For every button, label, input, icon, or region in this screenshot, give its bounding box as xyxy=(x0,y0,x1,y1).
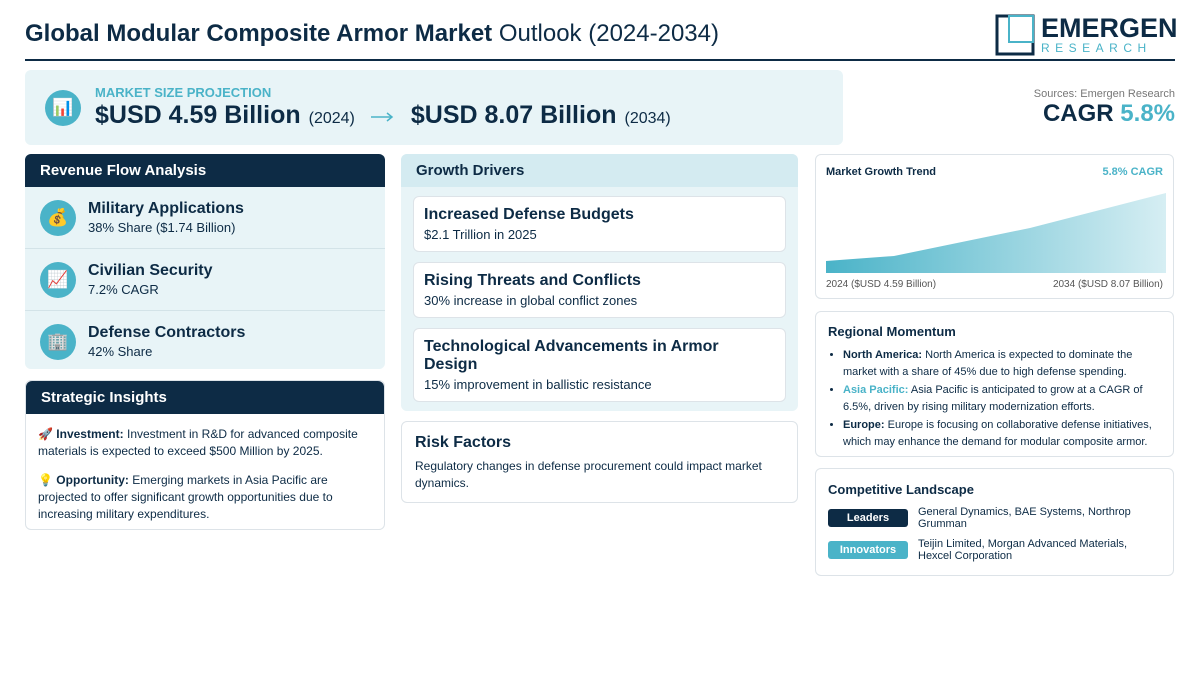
item-detail: 42% Share xyxy=(88,344,153,359)
trend: Market Growth Trend 5.8% CAGR 2024 ($USD… xyxy=(815,154,1174,299)
risk-factors: Risk Factors Regulatory changes in defen… xyxy=(401,421,798,503)
summary: Sources: Emergen Research CAGR 5.8% xyxy=(1034,88,1175,128)
trend-cagr: 5.8% CAGR xyxy=(1102,166,1163,178)
section-title: Risk Factors xyxy=(415,434,512,451)
arrow xyxy=(370,112,394,122)
regional-momentum: Regional Momentum North America: North A… xyxy=(815,311,1174,457)
region-item: Europe: Europe is focusing on collaborat… xyxy=(843,417,1161,451)
start-value: $USD 4.59 Billion xyxy=(95,101,301,129)
section-title: Revenue Flow Analysis xyxy=(25,154,385,187)
region-name: North America: xyxy=(843,349,923,361)
logo-bottom: RESEARCH xyxy=(1041,41,1152,55)
start-year: (2024) xyxy=(308,110,355,127)
region-item: Asia Pacific: Asia Pacific is anticipate… xyxy=(843,382,1161,416)
insight-label: Opportunity: xyxy=(56,473,129,487)
revenue-item: 🏢 Defense Contractors 42% Share xyxy=(25,311,385,372)
trend-area xyxy=(826,193,1166,273)
item-text: Civilian Security 7.2% CAGR xyxy=(88,262,213,297)
logo-top: EMERGEN xyxy=(1041,13,1178,43)
competitors: Teijin Limited, Morgan Advanced Material… xyxy=(918,538,1128,562)
section-title: Regional Momentum xyxy=(828,324,956,339)
region-name: Europe: xyxy=(843,419,885,431)
projection-values: $USD 4.59 Billion (2024) $USD 8.07 Billi… xyxy=(95,101,671,130)
driver-card: Rising Threats and Conflicts 30% increase… xyxy=(413,262,786,318)
cagr-label: CAGR xyxy=(1042,100,1114,127)
insight-text: Investment in R&D for advanced composite… xyxy=(38,427,358,458)
region-item: North America: North America is expected… xyxy=(843,347,1161,381)
section-title: Strategic Insights xyxy=(26,381,384,414)
risk-text: Regulatory changes in defense procuremen… xyxy=(415,459,762,490)
item-text: Defense Contractors 42% Share xyxy=(88,324,245,359)
item-title: Defense Contractors xyxy=(88,324,246,341)
projection-icon: 📊 xyxy=(45,90,81,126)
trend-end: 2034 ($USD 8.07 Billion) xyxy=(1052,279,1163,290)
item-icon: 💰 xyxy=(40,199,76,236)
insight: 🚀 Investment: Investment in R&D for adva… xyxy=(38,427,358,458)
insight: 💡 Opportunity: Emerging markets in Asia … xyxy=(38,473,333,521)
badge: Innovators xyxy=(828,541,908,559)
end-year: (2034) xyxy=(624,110,671,127)
competitors: General Dynamics, BAE Systems, Northrop … xyxy=(918,506,1131,530)
item-icon: 📈 xyxy=(40,261,76,298)
driver-card: Technological Advancements in Armor Desi… xyxy=(413,328,786,402)
item-text: Military Applications 38% Share ($1.74 Bi… xyxy=(88,200,244,235)
projection-label: MARKET SIZE PROJECTION xyxy=(95,85,272,100)
insight-text: Emerging markets in Asia Pacific are pro… xyxy=(38,473,333,521)
trend-title: Market Growth Trend xyxy=(826,166,937,178)
competitor-row: Innovators Teijin Limited, Morgan Advance… xyxy=(828,538,1161,562)
region-name: Asia Pacific: xyxy=(843,384,909,396)
revenue-item: 💰 Military Applications 38% Share ($1.74 B… xyxy=(25,187,385,249)
competitive-landscape: Competitive Landscape Leaders General Dyn… xyxy=(815,468,1174,576)
end-value: $USD 8.07 Billion xyxy=(410,101,617,129)
revenue-item: 📈 Civilian Security 7.2% CAGR xyxy=(25,249,385,311)
item-title: Civilian Security xyxy=(88,262,213,279)
strategic-insights: Strategic Insights 🚀 Investment: Investm… xyxy=(25,380,385,530)
item-title: Military Applications xyxy=(88,200,244,217)
region-text: Asia Pacific is anticipated to grow at a… xyxy=(843,384,1143,413)
driver-title: Technological Advancements in Armor Desi… xyxy=(424,338,719,373)
section-title: Growth Drivers xyxy=(401,154,798,187)
item-detail: 7.2% CAGR xyxy=(88,282,159,297)
driver-detail: 30% increase in global conflict zones xyxy=(424,293,638,308)
title-bold: Global Modular Composite Armor Market xyxy=(25,20,493,47)
competitor-row: Leaders General Dynamics, BAE Systems, No… xyxy=(828,506,1161,530)
driver-title: Rising Threats and Conflicts xyxy=(424,272,641,289)
header-rule xyxy=(25,59,1175,61)
driver-detail: 15% improvement in ballistic resistance xyxy=(424,377,652,392)
region-text: North America is expected to dominate th… xyxy=(843,349,1133,378)
driver-detail: $2.1 Trillion in 2025 xyxy=(424,227,537,242)
insight-label: Investment: xyxy=(56,427,124,441)
sources: Sources: Emergen Research xyxy=(1033,88,1175,100)
title: Global Modular Composite Armor Market Ou… xyxy=(25,20,719,48)
item-icon: 🏢 xyxy=(40,323,76,360)
trend-start: 2024 ($USD 4.59 Billion) xyxy=(826,279,937,290)
growth-drivers: Growth Drivers Increased Defense Budgets… xyxy=(401,154,798,411)
driver-title: Increased Defense Budgets xyxy=(424,206,634,223)
projection: 📊 MARKET SIZE PROJECTION $USD 4.59 Billi… xyxy=(25,70,843,145)
region-text: Europe is focusing on collaborative defe… xyxy=(843,419,1152,448)
logo: EMERGEN RESEARCH xyxy=(995,14,1178,56)
driver-card: Increased Defense Budgets $2.1 Trillion i… xyxy=(413,196,786,252)
logo-icon xyxy=(995,14,1035,56)
section-title: Competitive Landscape xyxy=(828,482,974,497)
title-rest: Outlook (2024-2034) xyxy=(498,20,719,47)
badge: Leaders xyxy=(828,509,908,527)
cagr-value: 5.8% xyxy=(1120,100,1175,127)
revenue-flow: Revenue Flow Analysis 💰 Military Applicat… xyxy=(25,154,385,369)
item-detail: 38% Share ($1.74 Billion) xyxy=(88,220,236,235)
